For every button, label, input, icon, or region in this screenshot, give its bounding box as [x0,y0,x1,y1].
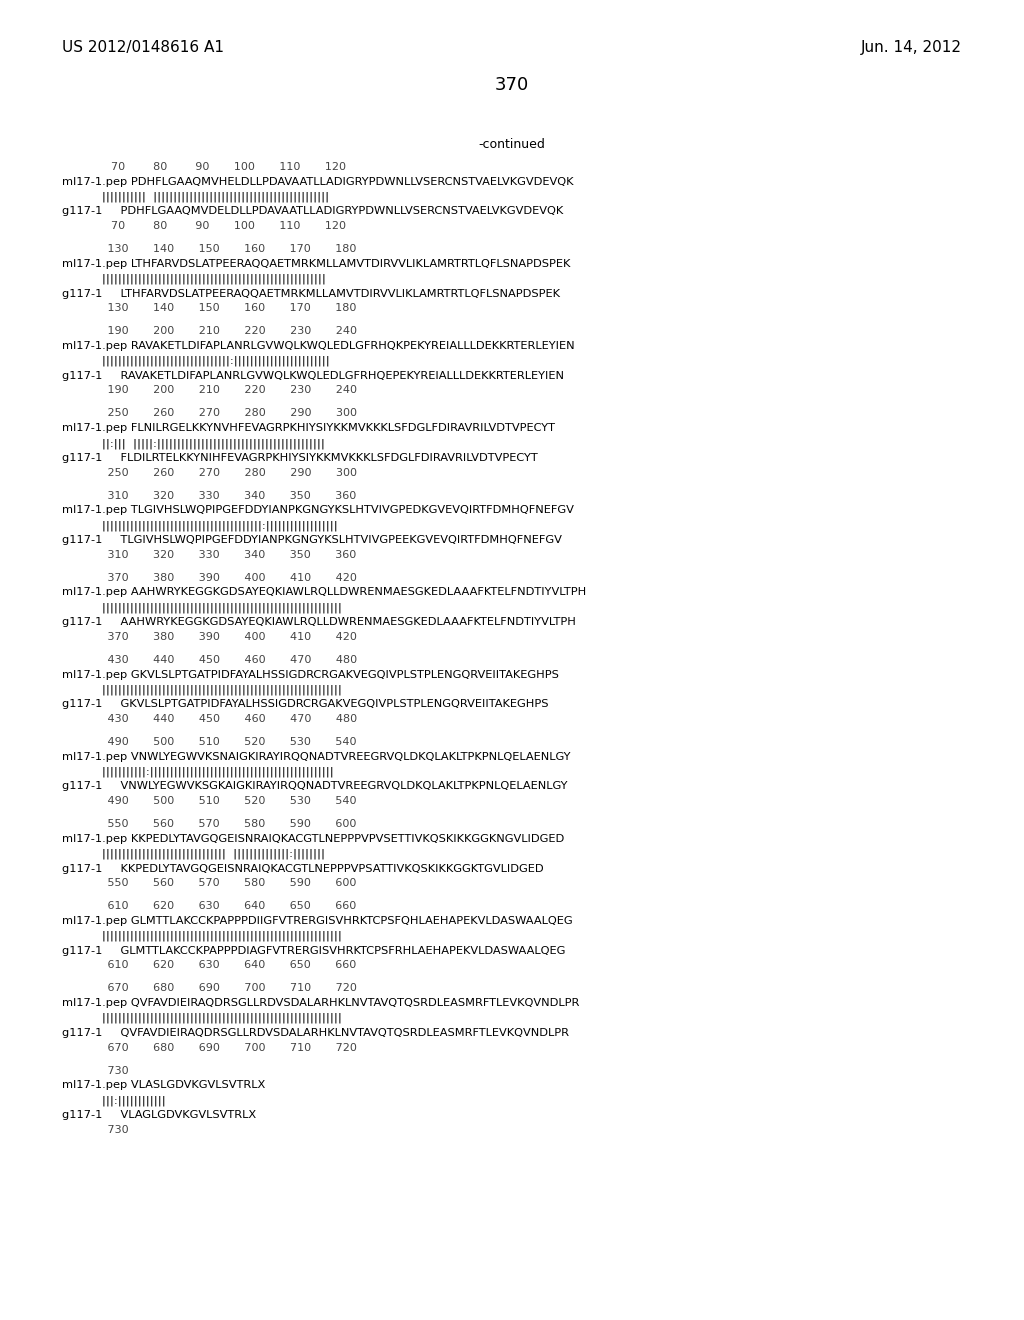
Text: 190       200       210       220       230       240: 190 200 210 220 230 240 [62,326,357,337]
Text: g117-1     FLDILRTELKKYNIHFEVAGRPKHIYSIYKKMVKKKLSFDGLFDIRAVRILVDTVPECYT: g117-1 FLDILRTELKKYNIHFEVAGRPKHIYSIYKKMV… [62,453,538,463]
Text: US 2012/0148616 A1: US 2012/0148616 A1 [62,40,224,55]
Text: |||||||||||  ||||||||||||||||||||||||||||||||||||||||||||: ||||||||||| ||||||||||||||||||||||||||||… [62,191,329,202]
Text: g117-1     TLGIVHSLWQPIPGEFDDYIANPKGNGYKSLHTVIVGPEEKGVEVQIRTFDMHQFNEFGV: g117-1 TLGIVHSLWQPIPGEFDDYIANPKGNGYKSLHT… [62,535,562,545]
Text: 610       620       630       640       650       660: 610 620 630 640 650 660 [62,902,356,911]
Text: 610       620       630       640       650       660: 610 620 630 640 650 660 [62,961,356,970]
Text: 70        80        90       100       110       120: 70 80 90 100 110 120 [62,222,346,231]
Text: g117-1     PDHFLGAAQMVDELDLLPDAVAATLLADIGRYPDWNLLVSERCNSTVAELVKGVDEVQK: g117-1 PDHFLGAAQMVDELDLLPDAVAATLLADIGRYP… [62,206,563,216]
Text: g117-1     GLMTTLAKCCKPAPPPDIAGFVTRERGISVHRKTCPSFRHLAEHAPEKVLDASWAALQEG: g117-1 GLMTTLAKCCKPAPPPDIAGFVTRERGISVHRK… [62,945,565,956]
Text: g117-1     QVFAVDIEIRAQDRSGLLRDVSDALARHKLNVTAVQTQSRDLEASMRFTLEVKQVNDLPR: g117-1 QVFAVDIEIRAQDRSGLLRDVSDALARHKLNVT… [62,1028,569,1038]
Text: |||||||||||||||||||||||||||||||  ||||||||||||||:||||||||: ||||||||||||||||||||||||||||||| ||||||||… [62,849,325,859]
Text: ml17-1.pep KKPEDLYTAVGQGEISNRAIQKACGTLNEPPPVPVSETTIVKQSKIKKGGKNGVLIDGED: ml17-1.pep KKPEDLYTAVGQGEISNRAIQKACGTLNE… [62,834,564,843]
Text: 490       500       510       520       530       540: 490 500 510 520 530 540 [62,796,356,807]
Text: ml17-1.pep RAVAKETLDIFAPLANRLGVWQLKWQLEDLGFRHQKPEKYREIALLLDEKKRTERLEYIEN: ml17-1.pep RAVAKETLDIFAPLANRLGVWQLKWQLED… [62,341,574,351]
Text: ||||||||||||||||||||||||||||||||||||||||||||||||||||||||||||: ||||||||||||||||||||||||||||||||||||||||… [62,602,342,612]
Text: 670       680       690       700       710       720: 670 680 690 700 710 720 [62,1043,357,1052]
Text: ml17-1.pep GKVLSLPTGATPIDFAYALHSSIGDRCRGAKVEGQIVPLSTPLENGQRVEIITAKEGHPS: ml17-1.pep GKVLSLPTGATPIDFAYALHSSIGDRCRG… [62,669,559,680]
Text: Jun. 14, 2012: Jun. 14, 2012 [861,40,962,55]
Text: 430       440       450       460       470       480: 430 440 450 460 470 480 [62,655,357,665]
Text: 370       380       390       400       410       420: 370 380 390 400 410 420 [62,632,357,642]
Text: -continued: -continued [478,139,546,150]
Text: ml17-1.pep QVFAVDIEIRAQDRSGLLRDVSDALARHKLNVTAVQTQSRDLEASMRFTLEVKQVNDLPR: ml17-1.pep QVFAVDIEIRAQDRSGLLRDVSDALARHK… [62,998,580,1008]
Text: 250       260       270       280       290       300: 250 260 270 280 290 300 [62,408,357,418]
Text: 130       140       150       160       170       180: 130 140 150 160 170 180 [62,304,356,313]
Text: g117-1     AAHWRYKEGGKGDSAYEQKIAWLRQLLDWRENMAESGKEDLAAAFKTELFNDTIYVLTPH: g117-1 AAHWRYKEGGKGDSAYEQKIAWLRQLLDWRENM… [62,616,575,627]
Text: g117-1     VLAGLGDVKGVLSVTRLX: g117-1 VLAGLGDVKGVLSVTRLX [62,1110,256,1119]
Text: 550       560       570       580       590       600: 550 560 570 580 590 600 [62,820,356,829]
Text: 430       440       450       460       470       480: 430 440 450 460 470 480 [62,714,357,725]
Text: 670       680       690       700       710       720: 670 680 690 700 710 720 [62,983,357,994]
Text: ml17-1.pep LTHFARVDSLATPEERAQQAETMRKMLLAMVTDIRVVLIKLAMRTRTLQFLSNAPDSPEK: ml17-1.pep LTHFARVDSLATPEERAQQAETMRKMLLA… [62,259,570,269]
Text: 130       140       150       160       170       180: 130 140 150 160 170 180 [62,244,356,255]
Text: 250       260       270       280       290       300: 250 260 270 280 290 300 [62,467,357,478]
Text: ml17-1.pep VLASLGDVKGVLSVTRLX: ml17-1.pep VLASLGDVKGVLSVTRLX [62,1080,265,1090]
Text: g117-1     KKPEDLYTAVGQGEISNRAIQKACGTLNEPPPVPSATTIVKQSKIKKGGKTGVLIDGED: g117-1 KKPEDLYTAVGQGEISNRAIQKACGTLNEPPPV… [62,863,544,874]
Text: ||:|||  |||||:||||||||||||||||||||||||||||||||||||||||||: ||:||| |||||:|||||||||||||||||||||||||||… [62,438,325,449]
Text: g117-1     VNWLYEGWVKSGKAIGKIRAYIRQQNADTVREEGRVQLDKQLAKLTPKPNLQELAENLGY: g117-1 VNWLYEGWVKSGKAIGKIRAYIRQQNADTVREE… [62,781,567,792]
Text: 370: 370 [495,77,529,94]
Text: g117-1     GKVLSLPTGATPIDFAYALHSSIGDRCRGAKVEGQIVPLSTPLENGQRVEIITAKEGHPS: g117-1 GKVLSLPTGATPIDFAYALHSSIGDRCRGAKVE… [62,700,549,709]
Text: |||:||||||||||||: |||:|||||||||||| [62,1096,166,1106]
Text: ||||||||||||||||||||||||||||||||||||||||||||||||||||||||||||: ||||||||||||||||||||||||||||||||||||||||… [62,931,342,941]
Text: |||||||||||:||||||||||||||||||||||||||||||||||||||||||||||: |||||||||||:||||||||||||||||||||||||||||… [62,767,334,777]
Text: ml17-1.pep PDHFLGAAQMVHELDLLPDAVAATLLADIGRYPDWNLLVSERCNSTVAELVKGVDEVQK: ml17-1.pep PDHFLGAAQMVHELDLLPDAVAATLLADI… [62,177,573,187]
Text: 310       320       330       340       350       360: 310 320 330 340 350 360 [62,491,356,500]
Text: 490       500       510       520       530       540: 490 500 510 520 530 540 [62,737,356,747]
Text: 730: 730 [62,1125,129,1135]
Text: g117-1     RAVAKETLDIFAPLANRLGVWQLKWQLEDLGFRHQEPEKYREIALLLDEKKRTERLEYIEN: g117-1 RAVAKETLDIFAPLANRLGVWQLKWQLEDLGFR… [62,371,564,380]
Text: 70        80        90       100       110       120: 70 80 90 100 110 120 [62,162,346,172]
Text: ||||||||||||||||||||||||||||||||||||||||:||||||||||||||||||: ||||||||||||||||||||||||||||||||||||||||… [62,520,338,531]
Text: ||||||||||||||||||||||||||||||||:||||||||||||||||||||||||: ||||||||||||||||||||||||||||||||:|||||||… [62,356,330,367]
Text: 310       320       330       340       350       360: 310 320 330 340 350 360 [62,549,356,560]
Text: g117-1     LTHFARVDSLATPEERAQQAETMRKMLLAMVTDIRVVLIKLAMRTRTLQFLSNAPDSPEK: g117-1 LTHFARVDSLATPEERAQQAETMRKMLLAMVTD… [62,289,560,298]
Text: ml17-1.pep VNWLYEGWVKSNAIGKIRAYIRQQNADTVREEGRVQLDKQLAKLTPKPNLQELAENLGY: ml17-1.pep VNWLYEGWVKSNAIGKIRAYIRQQNADTV… [62,752,570,762]
Text: ||||||||||||||||||||||||||||||||||||||||||||||||||||||||: ||||||||||||||||||||||||||||||||||||||||… [62,273,326,284]
Text: 190       200       210       220       230       240: 190 200 210 220 230 240 [62,385,357,396]
Text: ||||||||||||||||||||||||||||||||||||||||||||||||||||||||||||: ||||||||||||||||||||||||||||||||||||||||… [62,1012,342,1023]
Text: ||||||||||||||||||||||||||||||||||||||||||||||||||||||||||||: ||||||||||||||||||||||||||||||||||||||||… [62,685,342,694]
Text: ml17-1.pep GLMTTLAKCCKPAPPPDIIGFVTRERGISVHRKTCPSFQHLAEHAPEKVLDASWAALQEG: ml17-1.pep GLMTTLAKCCKPAPPPDIIGFVTRERGIS… [62,916,572,927]
Text: ml17-1.pep FLNILRGELKKYNVHFEVAGRPKHIYSIYKKMVKKKLSFDGLFDIRAVRILVDTVPECYT: ml17-1.pep FLNILRGELKKYNVHFEVAGRPKHIYSIY… [62,424,555,433]
Text: 370       380       390       400       410       420: 370 380 390 400 410 420 [62,573,357,582]
Text: ml17-1.pep AAHWRYKEGGKGDSAYEQKIAWLRQLLDWRENMAESGKEDLAAAFKTELFNDTIYVLTPH: ml17-1.pep AAHWRYKEGGKGDSAYEQKIAWLRQLLDW… [62,587,587,598]
Text: ml17-1.pep TLGIVHSLWQPIPGEFDDYIANPKGNGYKSLHTVIVGPEDKGVEVQIRTFDMHQFNEFGV: ml17-1.pep TLGIVHSLWQPIPGEFDDYIANPKGNGYK… [62,506,573,515]
Text: 550       560       570       580       590       600: 550 560 570 580 590 600 [62,878,356,888]
Text: 730: 730 [62,1065,129,1076]
